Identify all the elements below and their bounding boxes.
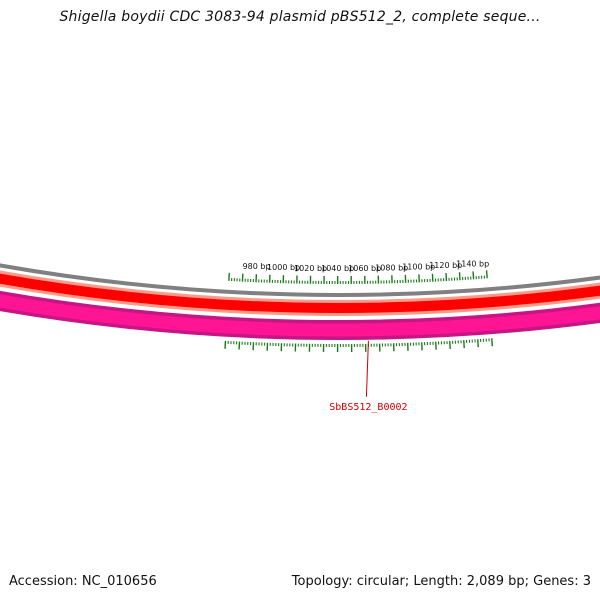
reverse-track [0, 294, 600, 336]
tick-label: 1120 bp [429, 261, 462, 270]
tick-label: 1020 bp [294, 264, 327, 273]
gene-annotations: SbBS512_B0002 [329, 340, 408, 413]
accession-label: Accession: NC_010656 [9, 574, 157, 589]
gene-label: SbBS512_B0002 [329, 402, 407, 413]
tick-label: 1080 bp [375, 263, 408, 272]
forward-track [0, 273, 600, 313]
tick-label: 1000 bp [267, 263, 300, 272]
outer-major-tick [485, 270, 488, 279]
tick-label: 1060 bp [348, 264, 381, 273]
tick-label: 1100 bp [402, 262, 435, 271]
gene-leader-line [365, 340, 369, 397]
outer-major-tick [472, 271, 475, 280]
tick-label: 980 bp [243, 262, 271, 271]
topology-summary: Topology: circular; Length: 2,089 bp; Ge… [291, 574, 591, 589]
map-title: Shigella boydii CDC 3083-94 plasmid pBS5… [59, 9, 541, 25]
tick-marks [224, 270, 494, 353]
inner-major-tick [491, 338, 494, 347]
forward-track-edge [0, 270, 600, 316]
inner-major-tick [477, 339, 479, 348]
tick-label: 1040 bp [321, 264, 354, 273]
backbone-ring [0, 263, 600, 297]
tick-label: 1140 bp [456, 259, 489, 268]
map-tracks [0, 263, 600, 340]
